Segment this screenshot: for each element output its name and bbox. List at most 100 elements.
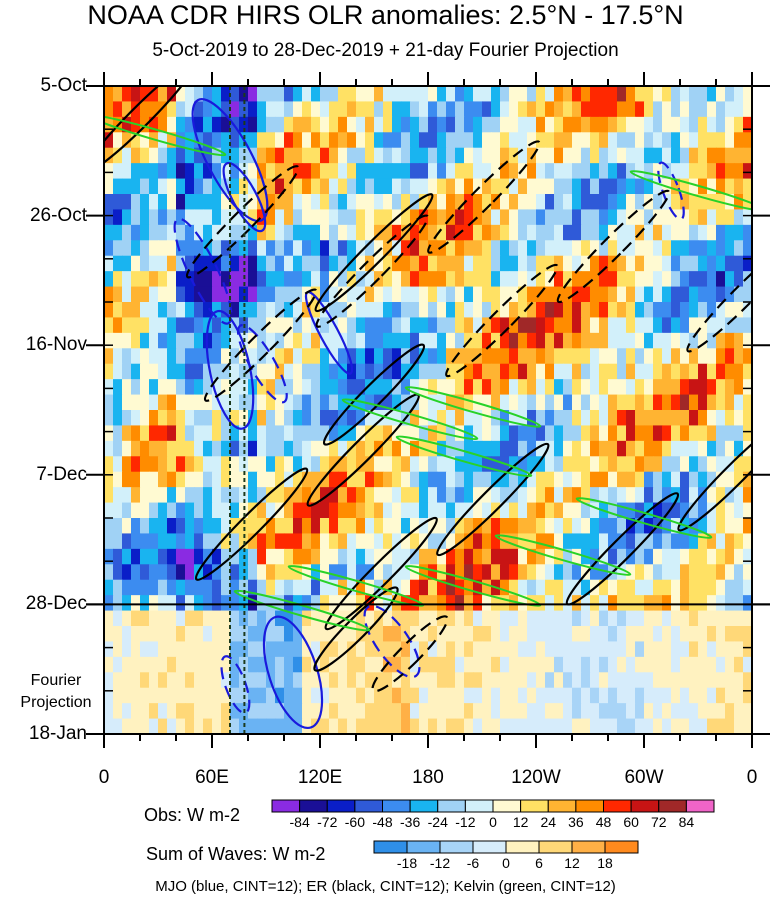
field-cell <box>167 626 177 643</box>
field-cell <box>311 255 321 272</box>
field-cell <box>401 286 411 303</box>
field-cell <box>185 595 195 612</box>
field-cell <box>599 579 609 596</box>
field-cell <box>311 672 321 689</box>
field-cell <box>491 348 501 365</box>
field-cell <box>122 286 132 303</box>
field-cell <box>113 656 123 673</box>
field-cell <box>734 626 744 643</box>
field-cell <box>689 579 699 596</box>
field-cell <box>329 286 339 303</box>
field-cell <box>149 533 159 550</box>
field-cell <box>257 703 267 720</box>
field-cell <box>158 487 168 504</box>
field-cell <box>689 595 699 612</box>
field-cell <box>392 332 402 349</box>
field-cell <box>716 548 726 565</box>
field-cell <box>419 718 429 734</box>
field-cell <box>644 656 654 673</box>
field-cell <box>455 718 465 734</box>
field-cell <box>122 224 132 241</box>
y-tick-label: 7-Dec <box>36 463 87 485</box>
field-cell <box>311 147 321 164</box>
field-cell <box>131 302 141 319</box>
field-cell <box>176 101 186 118</box>
field-cell <box>401 363 411 380</box>
field-cell <box>518 271 528 288</box>
field-cell <box>581 641 591 658</box>
field-cell <box>590 132 600 149</box>
field-cell <box>662 240 672 257</box>
field-cell <box>185 456 195 473</box>
field-cell <box>473 101 483 118</box>
field-cell <box>383 425 393 442</box>
field-cell <box>500 163 510 180</box>
field-cell <box>734 471 744 488</box>
field-cell <box>545 626 555 643</box>
field-cell <box>257 163 267 180</box>
field-cell <box>284 271 294 288</box>
field-cell <box>608 255 618 272</box>
field-cell <box>446 502 456 519</box>
field-cell <box>338 687 348 704</box>
field-cell <box>230 224 240 241</box>
field-cell <box>509 286 519 303</box>
field-cell <box>104 610 114 627</box>
field-cell <box>518 194 528 211</box>
field-cell <box>464 286 474 303</box>
field-cell <box>104 410 114 427</box>
field-cell <box>329 579 339 596</box>
field-cell <box>500 132 510 149</box>
field-cell <box>500 147 510 164</box>
field-cell <box>743 703 752 720</box>
field-cell <box>689 116 699 133</box>
field-cell <box>635 271 645 288</box>
field-cell <box>140 178 150 195</box>
field-cell <box>392 471 402 488</box>
field-cell <box>302 271 312 288</box>
field-cell <box>707 564 717 581</box>
field-cell <box>419 132 429 149</box>
field-cell <box>725 533 735 550</box>
field-cell <box>410 240 420 257</box>
field-cell <box>104 194 114 211</box>
field-cell <box>437 209 447 226</box>
field-cell <box>131 595 141 612</box>
field-cell <box>527 425 537 442</box>
field-cell <box>167 101 177 118</box>
field-cell <box>284 194 294 211</box>
field-cell <box>698 641 708 658</box>
field-cell <box>671 101 681 118</box>
field-cell <box>140 209 150 226</box>
field-cell <box>140 595 150 612</box>
field-cell <box>671 471 681 488</box>
field-cell <box>545 101 555 118</box>
field-cell <box>401 178 411 195</box>
field-cell <box>563 687 573 704</box>
field-cell <box>248 471 258 488</box>
field-cell <box>248 703 258 720</box>
field-cell <box>545 564 555 581</box>
field-cell <box>482 363 492 380</box>
field-cell <box>653 332 663 349</box>
field-cell <box>716 518 726 535</box>
field-cell <box>554 302 564 319</box>
field-cell <box>212 548 222 565</box>
field-cell <box>464 703 474 720</box>
field-cell <box>266 440 276 457</box>
field-cell <box>185 271 195 288</box>
field-cell <box>455 194 465 211</box>
field-cell <box>221 595 231 612</box>
field-cell <box>266 579 276 596</box>
field-cell <box>122 656 132 673</box>
field-cell <box>464 101 474 118</box>
field-cell <box>185 224 195 241</box>
field-cell <box>383 626 393 643</box>
waves-legend-title: Sum of Waves: W m-2 <box>146 844 326 864</box>
field-cell <box>329 672 339 689</box>
field-cell <box>266 425 276 442</box>
field-cell <box>698 471 708 488</box>
field-cell <box>662 641 672 658</box>
field-cell <box>113 471 123 488</box>
field-cell <box>554 163 564 180</box>
